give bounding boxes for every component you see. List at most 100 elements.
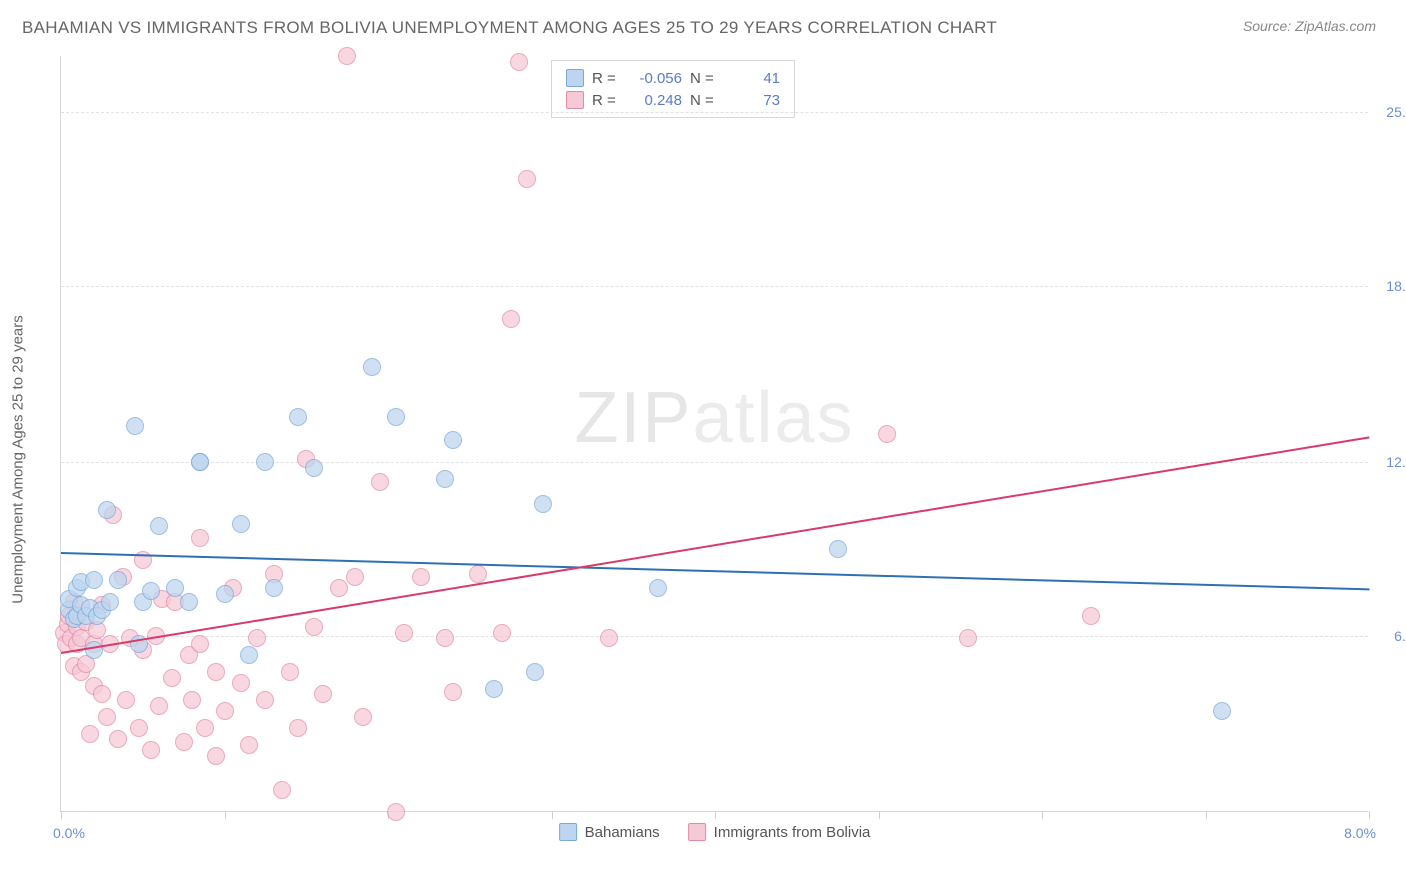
scatter-point-bahamians (436, 470, 454, 488)
x-tick (552, 811, 553, 819)
scatter-point-bahamians (191, 453, 209, 471)
x-tick (879, 811, 880, 819)
scatter-point-bahamians (534, 495, 552, 513)
watermark: ZIPatlas (574, 377, 854, 459)
scatter-point-bahamians (109, 571, 127, 589)
scatter-point-bolivia (502, 310, 520, 328)
stat-row-bolivia: R = 0.248 N = 73 (566, 89, 780, 111)
scatter-point-bahamians (101, 593, 119, 611)
scatter-point-bolivia (1082, 607, 1100, 625)
n-value-bolivia: 73 (726, 92, 780, 109)
scatter-point-bolivia (330, 579, 348, 597)
watermark-zip: ZIP (574, 378, 692, 458)
scatter-point-bolivia (412, 568, 430, 586)
scatter-point-bahamians (289, 408, 307, 426)
scatter-point-bolivia (81, 725, 99, 743)
x-tick (715, 811, 716, 819)
scatter-point-bahamians (98, 501, 116, 519)
scatter-point-bolivia (305, 618, 323, 636)
scatter-point-bolivia (191, 529, 209, 547)
scatter-point-bahamians (180, 593, 198, 611)
gridline (61, 112, 1368, 113)
chart-title: BAHAMIAN VS IMMIGRANTS FROM BOLIVIA UNEM… (22, 18, 997, 38)
n-label: N = (690, 70, 718, 87)
scatter-point-bolivia (207, 747, 225, 765)
scatter-point-bolivia (175, 733, 193, 751)
scatter-point-bolivia (273, 781, 291, 799)
legend-label-bahamians: Bahamians (585, 824, 660, 841)
trend-line-bolivia (61, 437, 1369, 655)
scatter-point-bolivia (346, 568, 364, 586)
scatter-point-bahamians (256, 453, 274, 471)
scatter-point-bolivia (959, 629, 977, 647)
scatter-point-bolivia (98, 708, 116, 726)
scatter-point-bolivia (354, 708, 372, 726)
scatter-point-bolivia (395, 624, 413, 642)
scatter-point-bolivia (518, 170, 536, 188)
swatch-bahamians-icon (566, 69, 584, 87)
scatter-point-bolivia (436, 629, 454, 647)
scatter-point-bolivia (93, 685, 111, 703)
scatter-point-bolivia (510, 53, 528, 71)
scatter-point-bolivia (256, 691, 274, 709)
series-legend: Bahamians Immigrants from Bolivia (559, 823, 871, 841)
scatter-point-bolivia (248, 629, 266, 647)
legend-item-bolivia: Immigrants from Bolivia (688, 823, 871, 841)
y-tick-label: 25.0% (1386, 104, 1406, 120)
scatter-point-bahamians (85, 571, 103, 589)
x-tick (225, 811, 226, 819)
scatter-point-bolivia (878, 425, 896, 443)
correlation-stats-box: R = -0.056 N = 41 R = 0.248 N = 73 (551, 60, 795, 118)
scatter-point-bolivia (444, 683, 462, 701)
r-label: R = (592, 92, 620, 109)
scatter-point-bolivia (183, 691, 201, 709)
scatter-point-bahamians (232, 515, 250, 533)
swatch-bahamians-icon (559, 823, 577, 841)
x-tick (1206, 811, 1207, 819)
gridline (61, 286, 1368, 287)
scatter-point-bahamians (305, 459, 323, 477)
y-tick-label: 6.3% (1394, 628, 1406, 644)
scatter-point-bolivia (150, 697, 168, 715)
scatter-point-bahamians (526, 663, 544, 681)
swatch-bolivia-icon (688, 823, 706, 841)
legend-item-bahamians: Bahamians (559, 823, 660, 841)
scatter-point-bahamians (363, 358, 381, 376)
scatter-point-bolivia (289, 719, 307, 737)
scatter-point-bahamians (216, 585, 234, 603)
scatter-point-bolivia (117, 691, 135, 709)
n-label: N = (690, 92, 718, 109)
scatter-point-bolivia (493, 624, 511, 642)
scatter-point-bahamians (265, 579, 283, 597)
y-axis-label: Unemployment Among Ages 25 to 29 years (10, 315, 27, 604)
scatter-point-bahamians (485, 680, 503, 698)
scatter-point-bahamians (649, 579, 667, 597)
scatter-point-bahamians (444, 431, 462, 449)
scatter-point-bolivia (207, 663, 225, 681)
x-tick (61, 811, 62, 819)
scatter-point-bolivia (600, 629, 618, 647)
r-label: R = (592, 70, 620, 87)
scatter-point-bahamians (150, 517, 168, 535)
y-tick-label: 18.8% (1386, 278, 1406, 294)
scatter-point-bolivia (469, 565, 487, 583)
x-axis-min-label: 0.0% (53, 825, 85, 841)
r-value-bolivia: 0.248 (628, 92, 682, 109)
legend-label-bolivia: Immigrants from Bolivia (714, 824, 871, 841)
swatch-bolivia-icon (566, 91, 584, 109)
watermark-atlas: atlas (692, 378, 854, 458)
r-value-bahamians: -0.056 (628, 70, 682, 87)
scatter-point-bolivia (338, 47, 356, 65)
scatter-point-bolivia (232, 674, 250, 692)
trend-line-bahamians (61, 552, 1369, 590)
source-attribution: Source: ZipAtlas.com (1243, 18, 1376, 34)
scatter-point-bolivia (196, 719, 214, 737)
chart-container: Unemployment Among Ages 25 to 29 years Z… (48, 56, 1378, 846)
x-tick (1042, 811, 1043, 819)
scatter-point-bolivia (314, 685, 332, 703)
scatter-point-bolivia (109, 730, 127, 748)
scatter-point-bahamians (1213, 702, 1231, 720)
n-value-bahamians: 41 (726, 70, 780, 87)
scatter-point-bolivia (387, 803, 405, 821)
stat-row-bahamians: R = -0.056 N = 41 (566, 67, 780, 89)
